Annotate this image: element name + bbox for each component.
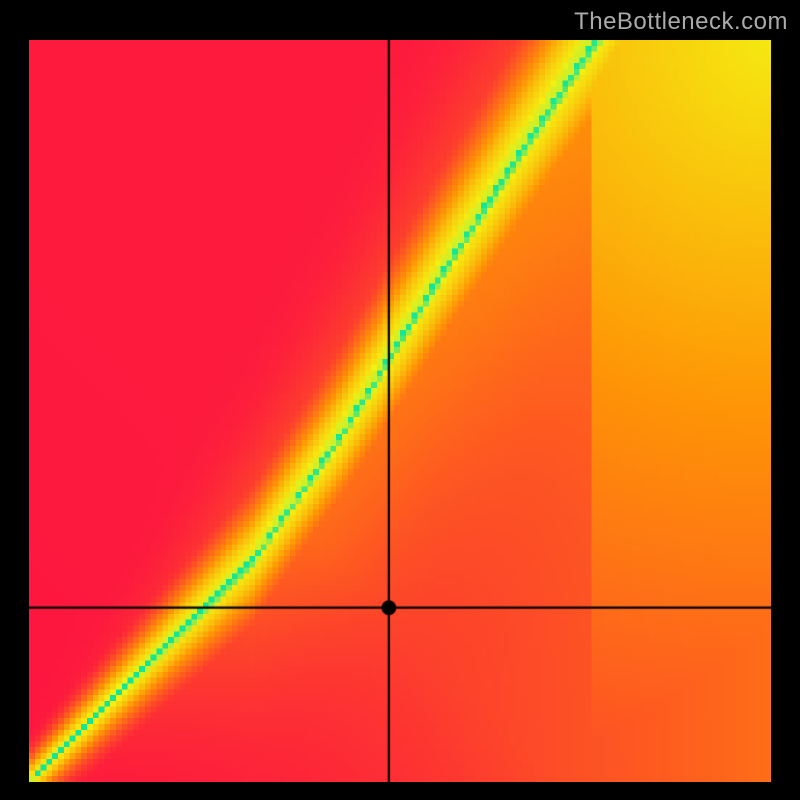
watermark-text: TheBottleneck.com [574, 8, 788, 36]
marker-overlay [29, 40, 771, 782]
